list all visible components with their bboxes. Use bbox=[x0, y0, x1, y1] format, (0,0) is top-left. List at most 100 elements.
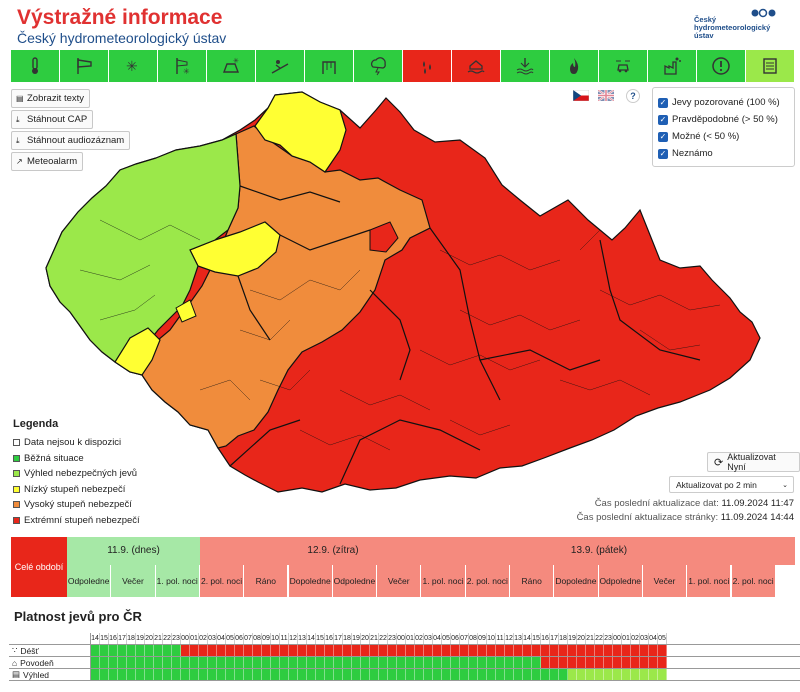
validity-cell[interactable] bbox=[397, 645, 406, 656]
validity-cell[interactable] bbox=[154, 669, 163, 680]
toolbar-snow-button[interactable]: ✳ bbox=[109, 50, 158, 82]
validity-cell[interactable] bbox=[586, 669, 595, 680]
timeline-part[interactable]: 1. pol. noci bbox=[421, 565, 466, 597]
validity-cell[interactable] bbox=[442, 669, 451, 680]
validity-cell[interactable] bbox=[415, 657, 424, 668]
validity-cell[interactable] bbox=[172, 645, 181, 656]
validity-cell[interactable] bbox=[379, 645, 388, 656]
validity-cell[interactable] bbox=[190, 657, 199, 668]
validity-cell[interactable] bbox=[586, 657, 595, 668]
validity-cell[interactable] bbox=[586, 645, 595, 656]
validity-cell[interactable] bbox=[433, 657, 442, 668]
validity-cell[interactable] bbox=[568, 669, 577, 680]
toolbar-windsock-button[interactable] bbox=[60, 50, 109, 82]
validity-cell[interactable] bbox=[271, 657, 280, 668]
validity-cell[interactable] bbox=[172, 669, 181, 680]
validity-cell[interactable] bbox=[532, 657, 541, 668]
checkbox-checked-icon[interactable]: ✓ bbox=[658, 114, 668, 125]
validity-cell[interactable] bbox=[325, 645, 334, 656]
validity-cell[interactable] bbox=[541, 645, 550, 656]
validity-cell[interactable] bbox=[262, 657, 271, 668]
validity-cell[interactable] bbox=[271, 645, 280, 656]
validity-cell[interactable] bbox=[163, 645, 172, 656]
region-low-southwest[interactable] bbox=[114, 327, 161, 376]
region-low-center[interactable] bbox=[189, 221, 281, 277]
timeline-part[interactable]: Večer bbox=[377, 565, 422, 597]
validity-row-label[interactable]: ▤ Výhled bbox=[9, 669, 91, 680]
toolbar-thermometer-button[interactable] bbox=[11, 50, 60, 82]
validity-cell[interactable] bbox=[550, 645, 559, 656]
validity-cell[interactable] bbox=[253, 657, 262, 668]
validity-cell[interactable] bbox=[595, 657, 604, 668]
validity-cell[interactable] bbox=[478, 657, 487, 668]
validity-cell[interactable] bbox=[622, 669, 631, 680]
validity-cell[interactable] bbox=[280, 657, 289, 668]
toolbar-fog-car-button[interactable] bbox=[599, 50, 648, 82]
english-flag-icon[interactable] bbox=[598, 90, 614, 101]
validity-cell[interactable] bbox=[127, 669, 136, 680]
validity-cell[interactable] bbox=[118, 669, 127, 680]
validity-cell[interactable] bbox=[244, 645, 253, 656]
whole-period-cell[interactable]: Celé období bbox=[11, 537, 67, 597]
toolbar-rain-icing-button[interactable] bbox=[305, 50, 354, 82]
validity-cell[interactable] bbox=[208, 645, 217, 656]
validity-cell[interactable] bbox=[352, 669, 361, 680]
validity-cell[interactable] bbox=[640, 669, 649, 680]
validity-cell[interactable] bbox=[442, 657, 451, 668]
validity-cell[interactable] bbox=[532, 669, 541, 680]
validity-cell[interactable] bbox=[298, 645, 307, 656]
validity-cell[interactable] bbox=[109, 657, 118, 668]
validity-cell[interactable] bbox=[370, 669, 379, 680]
validity-cell[interactable] bbox=[406, 669, 415, 680]
validity-cell[interactable] bbox=[397, 669, 406, 680]
validity-cell[interactable] bbox=[451, 657, 460, 668]
validity-cell[interactable] bbox=[631, 645, 640, 656]
validity-cell[interactable] bbox=[289, 657, 298, 668]
validity-cell[interactable] bbox=[424, 645, 433, 656]
toolbar-thunderstorm-button[interactable] bbox=[354, 50, 403, 82]
help-icon[interactable]: ? bbox=[626, 89, 640, 103]
validity-cell[interactable] bbox=[649, 669, 658, 680]
timeline-part[interactable]: Odpoledne bbox=[67, 565, 112, 597]
validity-cell[interactable] bbox=[541, 669, 550, 680]
validity-cell[interactable] bbox=[649, 645, 658, 656]
toolbar-rain-drops-button[interactable] bbox=[403, 50, 452, 82]
validity-cell[interactable] bbox=[370, 657, 379, 668]
validity-cell[interactable] bbox=[280, 645, 289, 656]
validity-cell[interactable] bbox=[118, 645, 127, 656]
validity-cell[interactable] bbox=[352, 645, 361, 656]
validity-cell[interactable] bbox=[532, 645, 541, 656]
validity-cell[interactable] bbox=[397, 657, 406, 668]
validity-cell[interactable] bbox=[379, 657, 388, 668]
validity-cell[interactable] bbox=[154, 645, 163, 656]
validity-cell[interactable] bbox=[334, 645, 343, 656]
refresh-now-button[interactable]: ⟳ Aktualizovat Nyní bbox=[707, 452, 800, 472]
validity-cell[interactable] bbox=[415, 669, 424, 680]
validity-cell[interactable] bbox=[523, 645, 532, 656]
validity-cell[interactable] bbox=[613, 669, 622, 680]
validity-cell[interactable] bbox=[649, 657, 658, 668]
validity-cell[interactable] bbox=[577, 645, 586, 656]
validity-cell[interactable] bbox=[487, 657, 496, 668]
validity-cell[interactable] bbox=[145, 645, 154, 656]
validity-cell[interactable] bbox=[406, 657, 415, 668]
validity-cell[interactable] bbox=[244, 657, 253, 668]
validity-cell[interactable] bbox=[505, 669, 514, 680]
validity-cell[interactable] bbox=[388, 645, 397, 656]
validity-cell[interactable] bbox=[109, 645, 118, 656]
validity-cell[interactable] bbox=[199, 645, 208, 656]
validity-cell[interactable] bbox=[253, 669, 262, 680]
validity-cell[interactable] bbox=[118, 657, 127, 668]
timeline-part[interactable]: 1. pol. noci bbox=[687, 565, 732, 597]
warning-map[interactable] bbox=[40, 90, 770, 500]
toolbar-warning-info-button[interactable] bbox=[697, 50, 746, 82]
validity-cell[interactable] bbox=[208, 657, 217, 668]
timeline-part[interactable]: 2. pol. noci bbox=[465, 565, 510, 597]
timeline-part[interactable]: Odpoledne bbox=[598, 565, 643, 597]
validity-cell[interactable] bbox=[478, 669, 487, 680]
validity-cell[interactable] bbox=[316, 657, 325, 668]
validity-cell[interactable] bbox=[325, 669, 334, 680]
validity-cell[interactable] bbox=[424, 669, 433, 680]
validity-cell[interactable] bbox=[514, 645, 523, 656]
timeline-part[interactable]: Večer bbox=[642, 565, 688, 597]
